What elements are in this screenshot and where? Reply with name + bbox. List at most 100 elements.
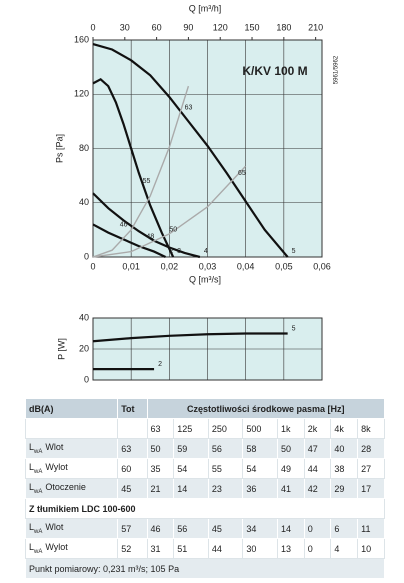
x-tick-label: 0,03 [199,261,217,271]
y-tick-label: 120 [74,89,89,99]
table-cell: 54 [242,458,278,479]
x2-tick-label: 210 [308,22,323,32]
table-cell: 59 [173,438,209,459]
table-row: Punkt pomiarowy: 0,231 m³/s; 105 Pa [25,558,385,579]
table-cell: Z tłumikiem LDC 100-600 [25,498,385,519]
table-cell: LwA Otoczenie [24,478,119,499]
row-label: Wylot [45,462,68,473]
table-cell: 44 [207,538,244,559]
x2-tick-label: 120 [213,22,228,32]
table-cell: LwA Wylot [24,538,119,559]
table-cell: 500 [242,418,278,439]
table-cell: 30 [242,538,278,559]
table-cell: 6 [330,518,359,539]
table-cell: 21 [146,478,175,499]
table-cell: 34 [242,518,278,539]
row-label: wA [34,468,43,475]
curve [92,192,201,259]
table-cell: 45 [207,518,244,539]
table-cell: 29 [330,478,359,499]
table-cell: 63 [146,418,175,439]
table-cell: 49 [276,458,305,479]
y-tick-label: 40 [79,312,89,322]
row-label: L [29,442,35,453]
curve-label: 2 [170,248,174,255]
curve [92,85,190,258]
y-tick-label: 20 [79,343,89,353]
table-cell: 0 [303,518,332,539]
table-cell: 35 [146,458,175,479]
curve [92,165,247,258]
x-axis-label: Q [m³/s] [189,274,221,284]
x2-tick-label: 90 [183,22,193,32]
table-cell: 14 [173,478,209,499]
table-row: LwA Wylot 52 31 51 44 30 13 0 4 10 [24,538,385,559]
x-tick-label: 0,01 [122,261,140,271]
table-cell: 27 [357,458,385,479]
annotation: 46 [120,221,128,228]
annotation: 55 [143,178,151,185]
row-label: Wylot [45,542,68,553]
chart-title: K/KV 100 M [242,64,307,78]
annotation: 50 [169,227,177,234]
table-row: dB(A) Tot Częstotliwości środkowe pasma [H… [24,398,386,419]
table-cell: LwA Wlot [24,518,119,539]
table-row: LwA Wlot 63 50 59 56 58 50 47 40 28 [24,438,385,459]
table-cell: 44 [303,458,332,479]
row-label: L [29,542,35,553]
row-label: Wlot [45,442,64,453]
y-tick-label: 0 [84,374,89,384]
table-cell: 10 [357,538,385,559]
table-row: LwA Wylot 60 35 54 55 54 49 44 38 27 [24,458,385,479]
x-tick-label: 0 [90,261,95,271]
table-cell: 17 [357,478,385,499]
x2-tick-label: 30 [120,22,130,32]
curve [92,332,288,343]
table-cell: 58 [242,438,278,459]
row-label: L [29,482,35,493]
table-cell: 57 [117,518,148,539]
table-cell: 63 [117,438,148,459]
noise-table: dB(A) Tot Częstotliwości środkowe pasma [H… [24,398,386,579]
table-cell: 4k [330,418,359,439]
table-cell: Tot [117,398,148,419]
table-cell: 28 [357,438,385,459]
y-axis-label: P [W] [56,338,66,360]
table-cell: 38 [330,458,359,479]
table-cell: 42 [303,478,332,499]
table-cell: 51 [173,538,209,559]
table-cell: 60 [117,458,148,479]
table-cell: 11 [357,518,385,539]
curve-label: 5 [292,248,296,255]
table-cell: dB(A) [24,398,119,419]
table-cell: 125 [173,418,209,439]
table-row: 63 125 250 500 1k 2k 4k 8k [24,418,385,439]
table-cell: LwA Wylot [24,458,119,479]
table-cell: 36 [242,478,278,499]
table-cell: 52 [117,538,148,559]
table-cell: 13 [276,538,305,559]
y-tick-label: 160 [74,34,89,44]
x2-tick-label: 180 [276,22,291,32]
y-tick-label: 0 [84,251,89,261]
table-cell: 2k [303,418,332,439]
table-cell: 4 [330,538,359,559]
table-row: Z tłumikiem LDC 100-600 [25,498,385,519]
table-cell: 55 [207,458,244,479]
row-label: L [29,462,35,473]
annotation: 48 [146,234,154,241]
y-axis-label: Ps [Pa] [54,134,64,163]
table-cell: 40 [330,438,359,459]
table-cell: 1k [276,418,305,439]
table-cell [117,418,148,439]
curve-label: 2 [158,361,162,368]
annotation: 65 [238,170,246,177]
row-label: wA [34,448,43,455]
row-label: L [29,522,35,533]
curve [92,78,175,258]
table-cell: 250 [207,418,244,439]
x2-tick-label: 60 [152,22,162,32]
table-cell: 14 [276,518,305,539]
x-tick-label: 0,05 [275,261,293,271]
row-label: wA [34,528,43,535]
